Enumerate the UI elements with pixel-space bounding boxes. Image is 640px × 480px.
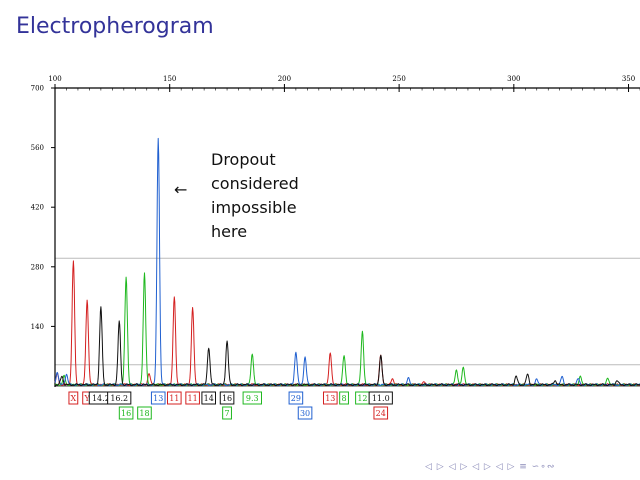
allele-label-box (166, 391, 182, 405)
y-tick-label: 560 (31, 144, 44, 152)
y-tick-label: 280 (31, 263, 44, 271)
allele-label: 9.3 (246, 394, 259, 403)
allele-label-box (373, 406, 389, 420)
slide-title: Electropherogram (16, 14, 214, 39)
allele-label: 7 (225, 409, 230, 418)
x-tick-label: 300 (507, 75, 520, 83)
allele-label-box (137, 406, 152, 420)
y-tick-label: 420 (31, 204, 44, 212)
allele-label-box (219, 391, 235, 405)
allele-label-box (288, 391, 304, 405)
allele-label-box (68, 391, 79, 405)
allele-label-box (185, 391, 200, 405)
allele-label-box (297, 406, 313, 420)
trace-green (54, 272, 640, 387)
left-arrow-icon: ← (174, 180, 188, 199)
y-tick-label: 700 (31, 85, 44, 93)
x-tick-label: 250 (392, 75, 405, 83)
allele-label-box (201, 391, 217, 405)
allele-label: 8 (342, 394, 347, 403)
allele-label-box (322, 391, 338, 405)
allele-label: X (71, 394, 77, 403)
allele-label: 13 (153, 394, 163, 403)
allele-label: 18 (139, 409, 149, 418)
allele-label: 13 (325, 394, 335, 403)
x-tick-label: 150 (163, 75, 176, 83)
allele-label: 14 (204, 394, 214, 403)
beamer-navigation[interactable]: ◁ ▷ ◁ ▷ ◁ ▷ ◁ ▷ ≡ ∽∘∾ (425, 462, 556, 472)
x-tick-label: 350 (622, 75, 635, 83)
trace-blue (54, 137, 640, 387)
allele-label-box (150, 391, 166, 405)
allele-label-box (107, 391, 132, 405)
allele-label: 24 (376, 409, 386, 418)
allele-label: 14.2 (92, 394, 110, 403)
allele-label-box (242, 391, 262, 405)
trace-black (54, 306, 640, 387)
y-tick-label: 140 (31, 323, 44, 331)
allele-label: 30 (300, 409, 310, 418)
allele-label: 11.0 (372, 394, 390, 403)
allele-label: 16 (121, 409, 131, 418)
allele-label-box (222, 406, 232, 420)
allele-label-box (118, 406, 134, 420)
allele-label-box (339, 391, 349, 405)
x-tick-label: 200 (278, 75, 291, 83)
allele-label: 29 (291, 394, 301, 403)
allele-label: 11 (188, 394, 198, 403)
allele-label-box (368, 391, 393, 405)
allele-label: 12 (357, 394, 367, 403)
dropout-annotation: Dropout considered impossible here (211, 150, 299, 241)
allele-label: 16 (222, 394, 232, 403)
x-tick-label: 100 (48, 75, 61, 83)
allele-label: 16.2 (110, 394, 128, 403)
allele-label: Y (83, 394, 90, 403)
allele-label: 11 (169, 394, 179, 403)
